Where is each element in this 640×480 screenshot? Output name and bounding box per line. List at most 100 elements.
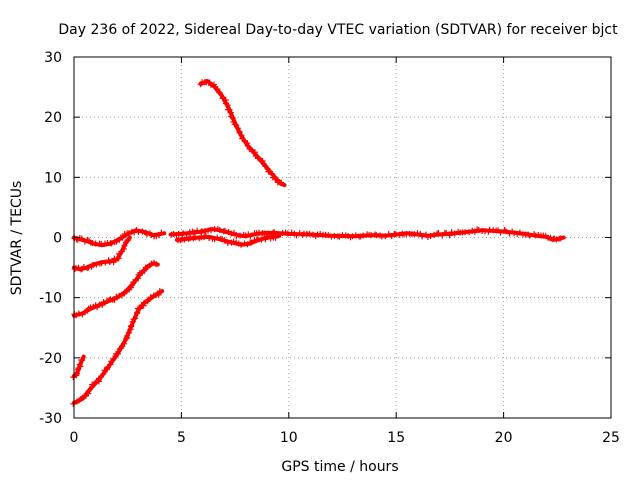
x-tick-label-1: 5 (177, 430, 186, 446)
data-point-arc-zero-2-1 (170, 231, 177, 238)
y-tick-label-4: 10 (44, 170, 62, 186)
data-point-arc-zero-4-54 (431, 231, 438, 238)
data-point-arc-zero-4-71 (475, 227, 482, 234)
data-point-arc-zero-3-3 (181, 236, 188, 243)
data-point-arc-zero-3-11 (202, 232, 209, 239)
data-point-arc-minus27-39 (132, 315, 139, 322)
data-point-arc-zero-3-35 (267, 235, 274, 242)
x-tick-label-2: 10 (280, 430, 298, 446)
data-point-arc-zero-2-6 (183, 231, 190, 238)
data-point-arc-zero-4-24 (349, 233, 356, 240)
data-point-arc-zero-4-25 (352, 232, 359, 239)
y-tick-label-0: -30 (39, 411, 62, 427)
data-point-arc-zero-4-89 (525, 231, 532, 238)
data-point-arc-minus5-7 (85, 264, 92, 271)
data-point-arc-zero-3-33 (262, 236, 269, 243)
data-point-arc-minus27-29 (121, 340, 128, 347)
data-point-arc-zero-4-47 (411, 231, 418, 238)
data-point-arc-zero-3-15 (214, 234, 221, 241)
x-tick-label-4: 20 (495, 430, 513, 446)
data-point-arc-zero-4-84 (511, 230, 518, 237)
data-point-arc-zero-3-37 (272, 234, 279, 241)
data-point-arc-minus27-8 (85, 388, 92, 395)
data-point-arc-zero-4-67 (466, 229, 473, 236)
data-point-arc-zero-4-8 (306, 230, 313, 237)
series-arc-minus27 (70, 288, 165, 407)
data-point-arc-minus23-6 (76, 361, 83, 368)
data-point-arc-zero-4-32 (372, 231, 379, 238)
data-point-arc-zero-4-81 (502, 228, 509, 235)
data-point-arc-zero-3-12 (206, 235, 213, 242)
data-point-arc-zero-4-1 (288, 229, 295, 236)
data-point-arc-zero-3-18 (221, 237, 228, 244)
data-point-arc-high-24 (234, 125, 241, 132)
data-point-arc-minus27-20 (107, 361, 114, 368)
data-point-arc-minus12-40 (153, 261, 160, 268)
data-point-arc-minus27-36 (128, 322, 135, 329)
data-point-arc-high-46 (269, 170, 276, 177)
data-point-arc-minus27-16 (100, 371, 107, 378)
data-point-arc-zero-1-29 (139, 228, 146, 235)
data-point-arc-zero-2-22 (228, 230, 235, 237)
data-point-arc-zero-4-56 (435, 230, 442, 237)
data-point-arc-zero-4-5 (299, 231, 306, 238)
data-point-arc-minus5-13 (102, 259, 109, 266)
data-point-arc-zero-3-28 (248, 239, 255, 246)
data-point-arc-minus27-25 (114, 350, 121, 357)
data-point-arc-zero-4-59 (443, 230, 450, 237)
data-point-arc-zero-1-16 (108, 240, 115, 247)
data-point-arc-minus12-2 (75, 310, 82, 317)
data-point-arc-zero-4-40 (392, 231, 399, 238)
x-axis-label: GPS time / hours (281, 459, 398, 475)
series-arc-zero-4 (284, 226, 566, 243)
data-point-arc-minus5-12 (98, 260, 105, 267)
series-arc-zero-3 (174, 232, 281, 248)
data-point-arc-zero-4-62 (451, 230, 458, 237)
data-point-arc-zero-1-21 (119, 234, 126, 241)
series-arc-zero-2 (168, 225, 291, 239)
data-point-arc-minus27-33 (126, 329, 133, 336)
data-point-arc-minus12-13 (100, 299, 107, 306)
data-point-arc-zero-4-53 (427, 233, 434, 240)
y-tick-label-2: -10 (39, 291, 62, 307)
series-arc-minus5 (71, 235, 132, 273)
data-point-arc-zero-3-24 (238, 241, 245, 248)
data-point-arc-minus12-7 (87, 304, 94, 311)
data-point-arc-zero-1-35 (153, 233, 160, 240)
series-arc-high (197, 79, 287, 188)
data-point-arc-minus12-27 (128, 282, 135, 289)
data-point-arc-zero-2-20 (221, 227, 228, 234)
data-point-arc-minus12-34 (141, 268, 148, 274)
data-point-arc-zero-4-86 (516, 229, 523, 236)
data-point-arc-high-27 (238, 132, 245, 139)
data-point-arc-zero-4-19 (336, 233, 343, 240)
data-point-arc-zero-3-22 (233, 239, 240, 246)
data-point-arc-minus5-0 (71, 265, 78, 272)
data-point-arc-minus27-11 (92, 379, 99, 386)
data-point-arc-minus5-16 (110, 259, 117, 266)
x-tick-label-3: 15 (387, 430, 405, 446)
data-point-arc-zero-2-15 (208, 227, 215, 234)
data-point-arc-minus27-17 (101, 367, 108, 374)
series-arc-zero-1 (71, 227, 167, 248)
data-point-arc-zero-4-103 (557, 235, 564, 242)
data-point-arc-zero-4-60 (446, 232, 453, 239)
x-tick-label-5: 25 (602, 430, 620, 446)
series-arc-minus23 (70, 354, 86, 381)
data-point-arc-zero-2-11 (198, 228, 205, 235)
data-point-arc-minus27-52 (155, 291, 162, 298)
series-line-arc-high (198, 79, 287, 188)
data-point-arc-zero-4-3 (293, 232, 300, 239)
y-tick-label-6: 30 (44, 50, 62, 66)
data-point-arc-minus5-24 (121, 242, 128, 249)
data-point-arc-high-33 (248, 146, 255, 153)
data-point-arc-zero-4-15 (325, 232, 332, 239)
data-point-arc-high-52 (278, 180, 285, 187)
data-point-arc-zero-2-29 (247, 232, 254, 239)
data-point-arc-zero-2-18 (216, 227, 223, 234)
data-point-arc-zero-2-5 (180, 230, 187, 237)
data-point-arc-minus27-10 (89, 381, 96, 388)
data-point-arc-zero-2-3 (175, 230, 182, 237)
data-point-arc-zero-4-61 (448, 229, 455, 236)
